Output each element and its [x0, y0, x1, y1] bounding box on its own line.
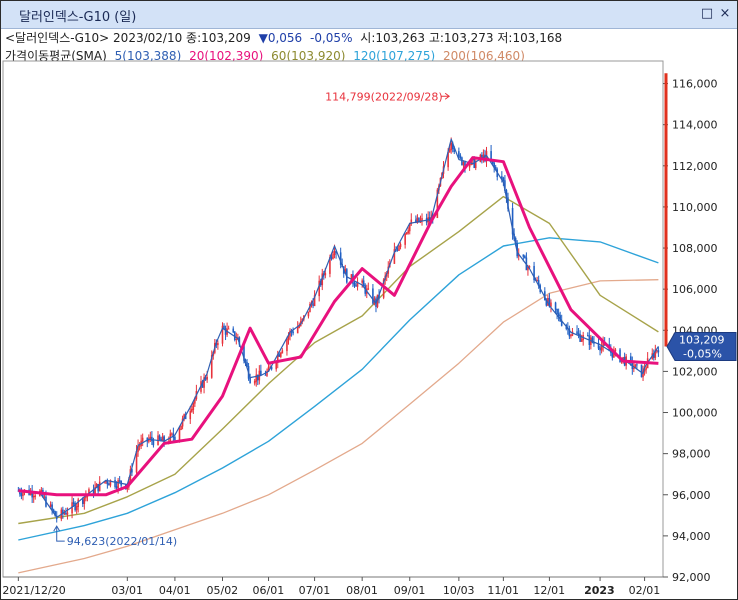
last-price-tag: [666, 332, 737, 362]
x-tick-label: 2021/12/20: [2, 584, 65, 597]
ma60-line: [18, 195, 659, 525]
low-annotation: 94,623(2022/01/14): [67, 535, 177, 548]
x-tick-label: 02/01: [629, 584, 661, 597]
ma5-line: [18, 138, 659, 518]
ma-indicator-label: 가격이동평균(SMA): [5, 49, 107, 63]
ma60-value: 60(103,920): [271, 49, 346, 63]
ohlc-info-line: <달러인덱스-G10> 2023/02/10 종:103,209 ▼0,056 …: [5, 29, 562, 46]
open-value: 시:103,263: [360, 31, 426, 45]
ma200-line: [18, 279, 659, 574]
x-tick-label: 05/02: [206, 584, 238, 597]
y-tick-label: 94,000: [672, 530, 711, 543]
x-tick-label: 11/01: [487, 584, 519, 597]
y-tick-label: 116,000: [672, 78, 718, 91]
last-price-label: 103,209: [679, 334, 725, 347]
instrument-name: <달러인덱스-G10>: [5, 31, 110, 45]
y-tick-label: 102,000: [672, 365, 718, 378]
x-tick-label: 09/01: [394, 584, 426, 597]
x-tick-label: 06/01: [253, 584, 285, 597]
y-tick-label: 108,000: [672, 242, 718, 255]
change-percent: -0,05%: [310, 31, 353, 45]
high-arrow: [441, 92, 451, 100]
ma120-line: [18, 237, 659, 541]
x-tick-label: 12/01: [533, 584, 565, 597]
y-tick-label: 110,000: [672, 201, 718, 214]
close-button[interactable]: ×: [719, 6, 731, 21]
y-tick-label: 92,000: [672, 571, 711, 584]
ma120-value: 120(107,275): [353, 49, 436, 63]
ma20-line: [18, 156, 659, 497]
x-tick-label: 03/01: [111, 584, 143, 597]
high-value: 고:103,273: [428, 31, 494, 45]
low-arrow-head: [53, 525, 61, 532]
y-tick-label: 112,000: [672, 160, 718, 173]
y-tick-label: 96,000: [672, 489, 711, 502]
x-tick-label: 08/01: [346, 584, 378, 597]
x-tick-label: 10/03: [443, 584, 475, 597]
y-tick-label: 98,000: [672, 448, 711, 461]
low-value: 저:103,168: [497, 31, 563, 45]
high-annotation: 114,799(2022/09/28): [325, 90, 442, 103]
close-value: 종:103,209: [186, 31, 251, 45]
x-tick-label: 2023: [584, 584, 615, 597]
y-tick-label: 100,000: [672, 407, 718, 420]
change-value: ▼0,056: [258, 31, 303, 45]
window-title: 달러인덱스-G10 (일): [19, 10, 137, 25]
title-bar: 달러인덱스-G10 (일) □ ×: [1, 1, 737, 29]
ma5-value: 5(103,388): [114, 49, 182, 63]
ma20-value: 20(102,390): [189, 49, 264, 63]
ma200-value: 200(106,460): [442, 49, 525, 63]
x-tick-label: 07/01: [299, 584, 331, 597]
y-tick-label: 106,000: [672, 283, 718, 296]
bar-date: 2023/02/10: [113, 31, 183, 45]
ma-info-line: 가격이동평균(SMA) 5(103,388) 20(102,390) 60(10…: [5, 47, 525, 64]
y-tick-label: 114,000: [672, 119, 718, 132]
maximize-button[interactable]: □: [700, 6, 714, 21]
plot-area: [2, 60, 664, 578]
last-price-change-label: -0,05%: [683, 348, 722, 361]
x-tick-label: 04/01: [159, 584, 191, 597]
low-arrow: [56, 527, 65, 542]
